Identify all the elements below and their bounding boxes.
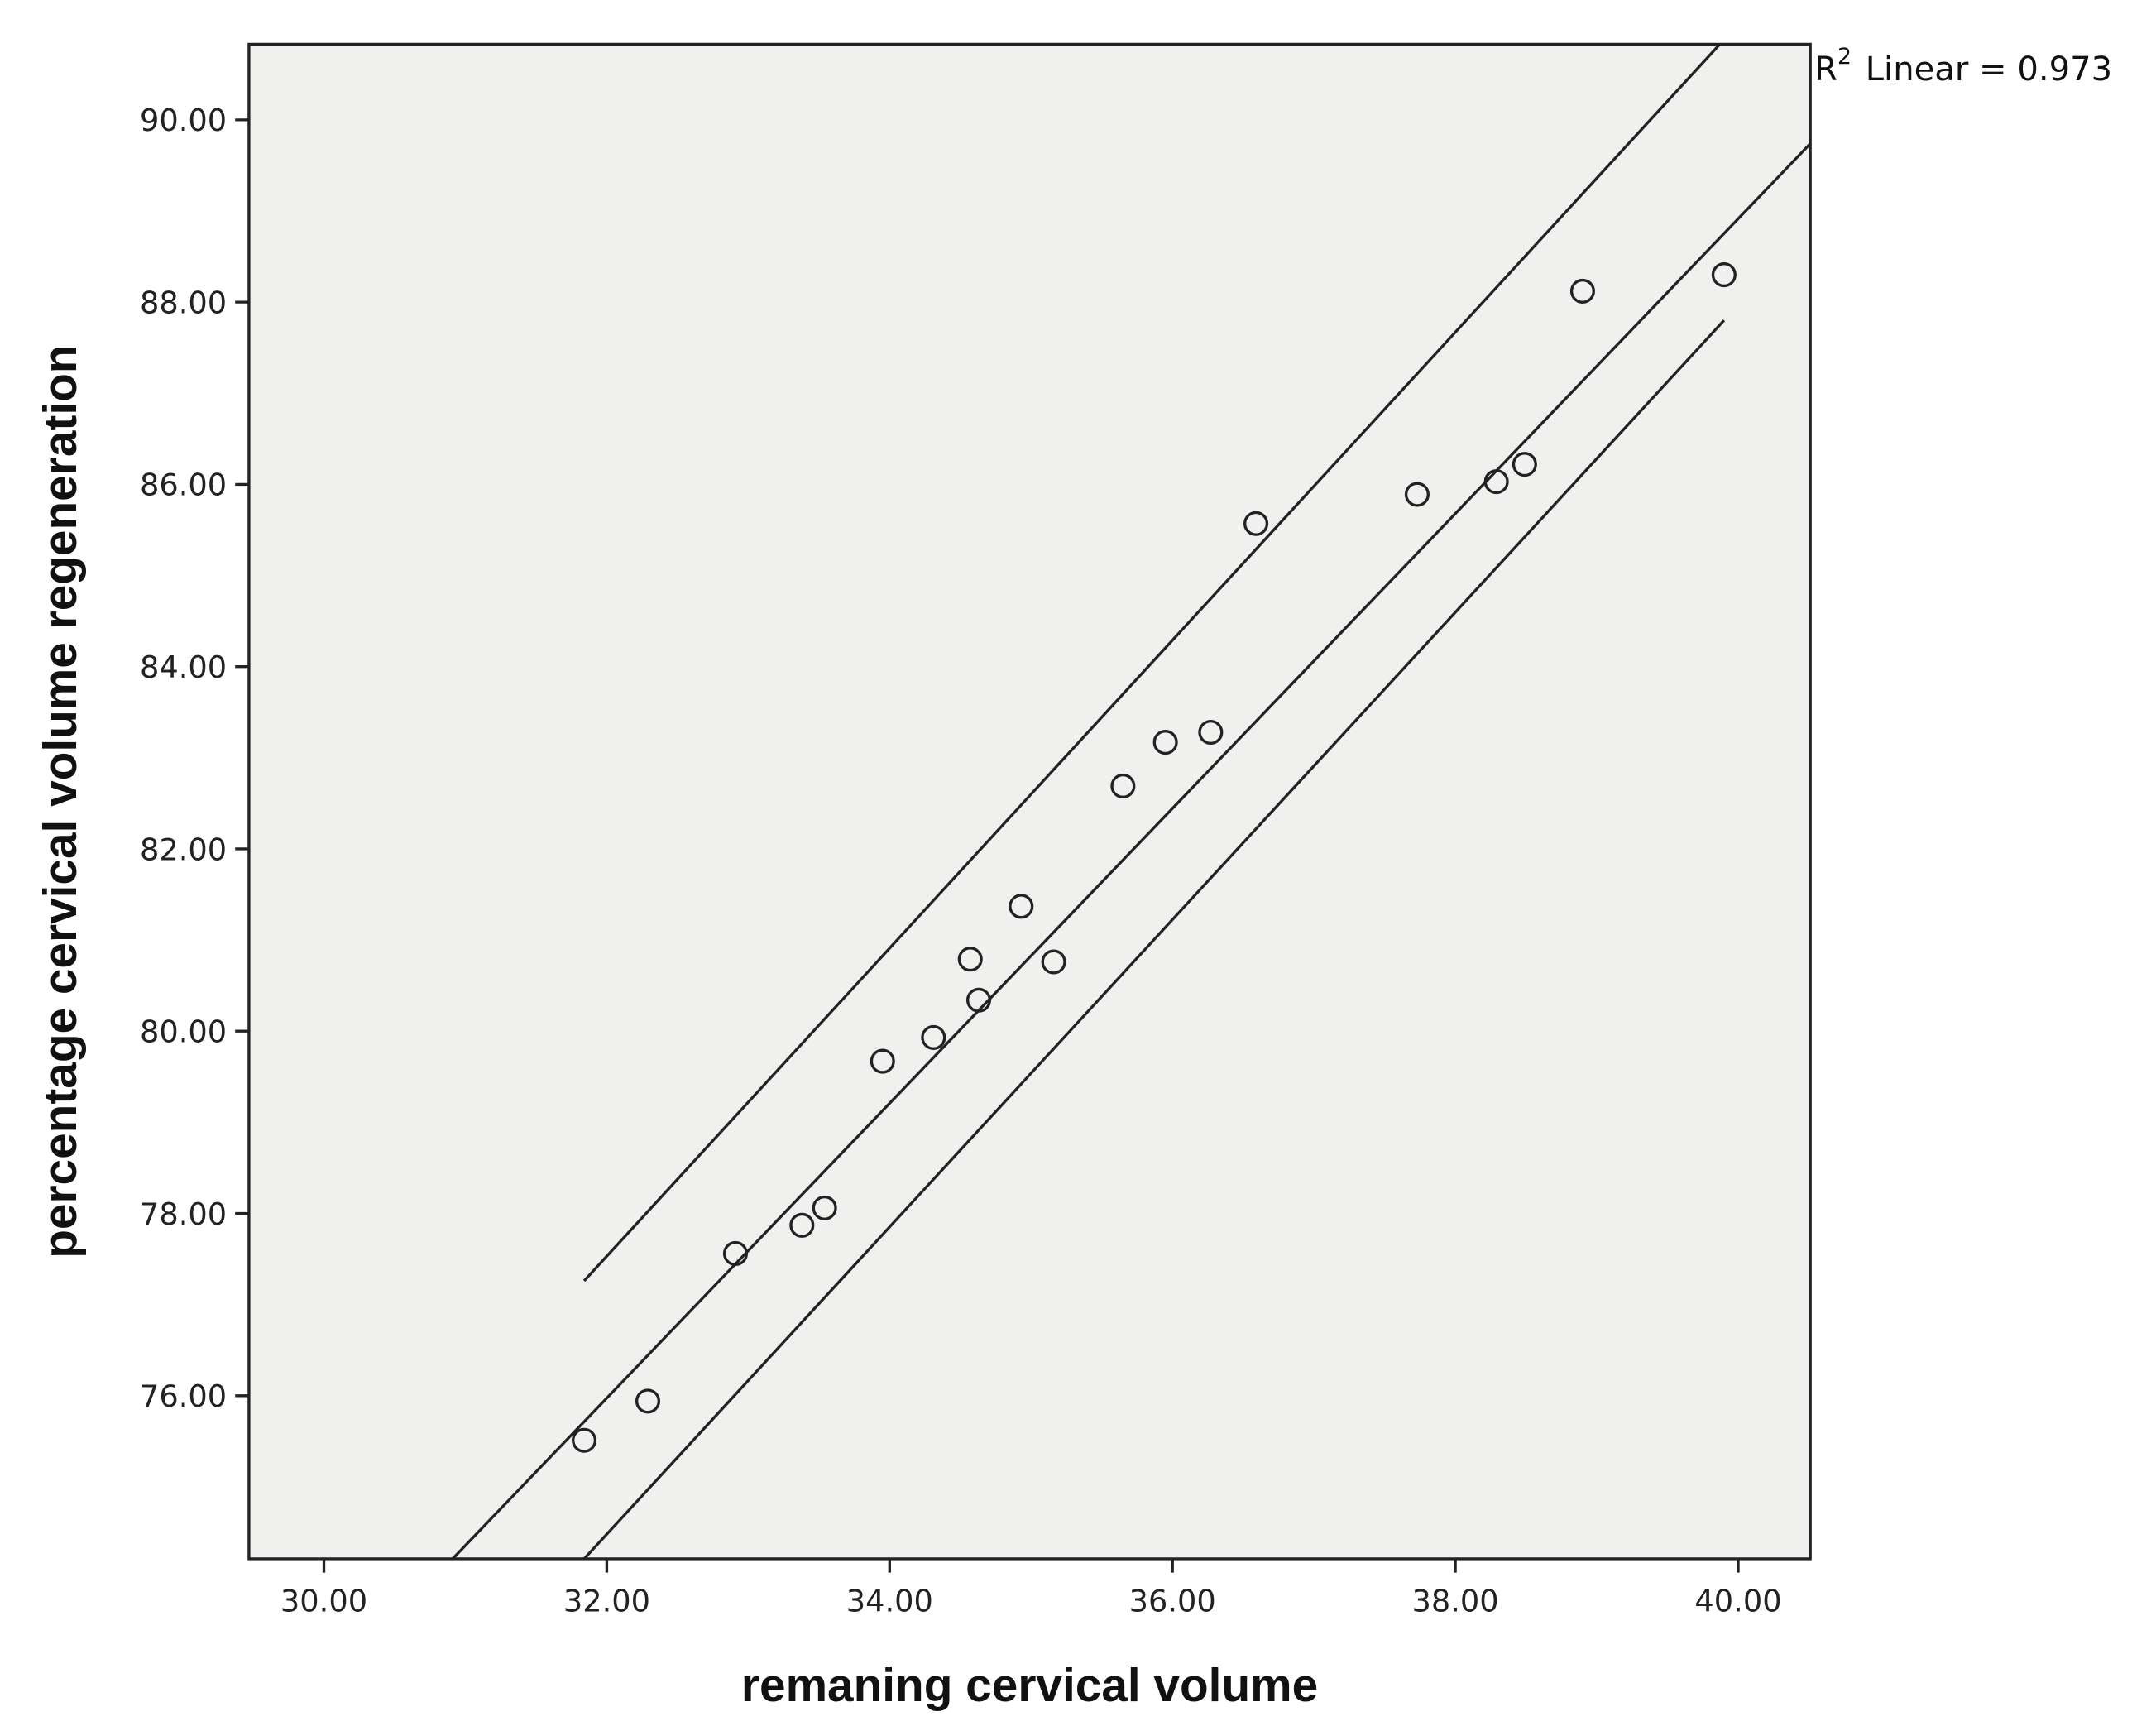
x-tick-label: 40.00: [1694, 1583, 1781, 1618]
x-tick-label: 38.00: [1412, 1583, 1499, 1618]
point: [1404, 482, 1430, 507]
y-tick-label: 84.00: [140, 650, 227, 685]
annotation-text: Linear = 0.973: [1866, 50, 2112, 89]
x-tick-label: 36.00: [1129, 1583, 1216, 1618]
fit-line: [582, 44, 1721, 1283]
point: [870, 1048, 895, 1074]
point: [921, 1024, 946, 1050]
x-tick-label: 32.00: [563, 1583, 650, 1618]
point: [1198, 719, 1224, 746]
y-tick-label: 80.00: [140, 1014, 227, 1050]
annotation: R2 Linear = 0.973: [1814, 44, 2112, 89]
point: [789, 1212, 815, 1238]
y-tick-label: 82.00: [140, 832, 227, 867]
plot-area: [247, 42, 1812, 1561]
y-tick-label: 78.00: [140, 1196, 227, 1232]
fit-line: [582, 319, 1726, 1559]
annotation-sup: 2: [1837, 44, 1852, 70]
point: [1009, 894, 1034, 919]
x-tick-label: 34.00: [846, 1583, 933, 1618]
y-tick-label: 88.00: [140, 285, 227, 320]
point: [1711, 262, 1737, 288]
point: [1152, 730, 1178, 755]
fit-line: [451, 142, 1811, 1559]
y-tick-label: 86.00: [140, 467, 227, 503]
point: [1512, 452, 1537, 477]
x-tick-label: 30.00: [280, 1583, 367, 1618]
y-tick-label: 76.00: [140, 1378, 227, 1414]
point: [957, 947, 983, 972]
y-axis-title: percentage cervical volume regeneration: [35, 345, 87, 1259]
point: [572, 1427, 597, 1453]
point: [1243, 511, 1269, 536]
point: [812, 1195, 837, 1220]
point: [1110, 773, 1136, 798]
point: [1569, 278, 1595, 304]
point: [635, 1388, 661, 1414]
point: [1041, 949, 1066, 975]
x-axis-title: remaning cervical volume: [741, 1660, 1318, 1712]
annotation-base: R: [1814, 50, 1837, 89]
y-tick-label: 90.00: [140, 103, 227, 138]
